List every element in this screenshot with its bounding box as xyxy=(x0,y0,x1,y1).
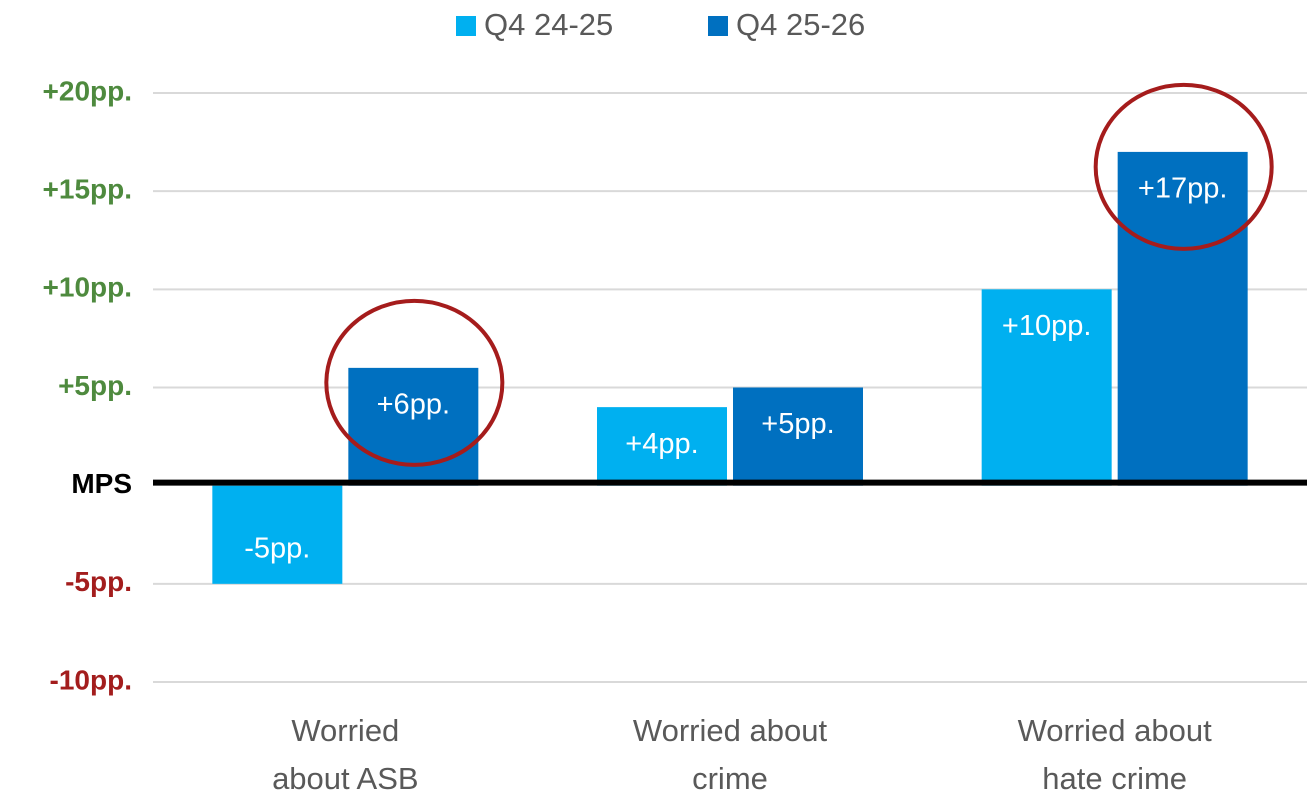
x-tick-label: Worried about xyxy=(633,713,828,748)
bar xyxy=(348,367,479,486)
bar xyxy=(981,289,1112,486)
y-tick-label: -5pp. xyxy=(65,566,132,597)
value-label: +10pp. xyxy=(1002,310,1092,342)
x-tick-label: Worried about xyxy=(1018,713,1213,748)
bar xyxy=(1117,151,1248,486)
value-label: +6pp. xyxy=(377,389,450,421)
highlight-circle xyxy=(1093,82,1274,251)
bar xyxy=(733,387,863,486)
y-tick-label: -10pp. xyxy=(50,664,132,695)
value-label: +4pp. xyxy=(625,428,698,460)
highlight-circle xyxy=(324,298,505,467)
bar xyxy=(212,485,343,584)
value-label: +17pp. xyxy=(1138,173,1228,205)
y-tick-label: +5pp. xyxy=(58,370,132,401)
bar xyxy=(597,407,727,486)
x-tick-label: about ASB xyxy=(272,761,419,796)
y-tick-label: +15pp. xyxy=(43,174,132,205)
x-tick-label: Worried xyxy=(291,713,399,748)
legend-label: Q4 24-25 xyxy=(484,7,613,42)
y-tick-label: +20pp. xyxy=(43,75,132,106)
y-tick-label: MPS xyxy=(71,468,132,499)
x-tick-label: hate crime xyxy=(1042,761,1187,796)
legend-swatch xyxy=(708,16,728,36)
legend-label: Q4 25-26 xyxy=(736,7,865,42)
x-tick-label: crime xyxy=(692,761,768,796)
y-tick-label: +10pp. xyxy=(43,272,132,303)
value-label: -5pp. xyxy=(244,532,310,564)
legend-swatch xyxy=(456,16,476,36)
value-label: +5pp. xyxy=(761,408,834,440)
